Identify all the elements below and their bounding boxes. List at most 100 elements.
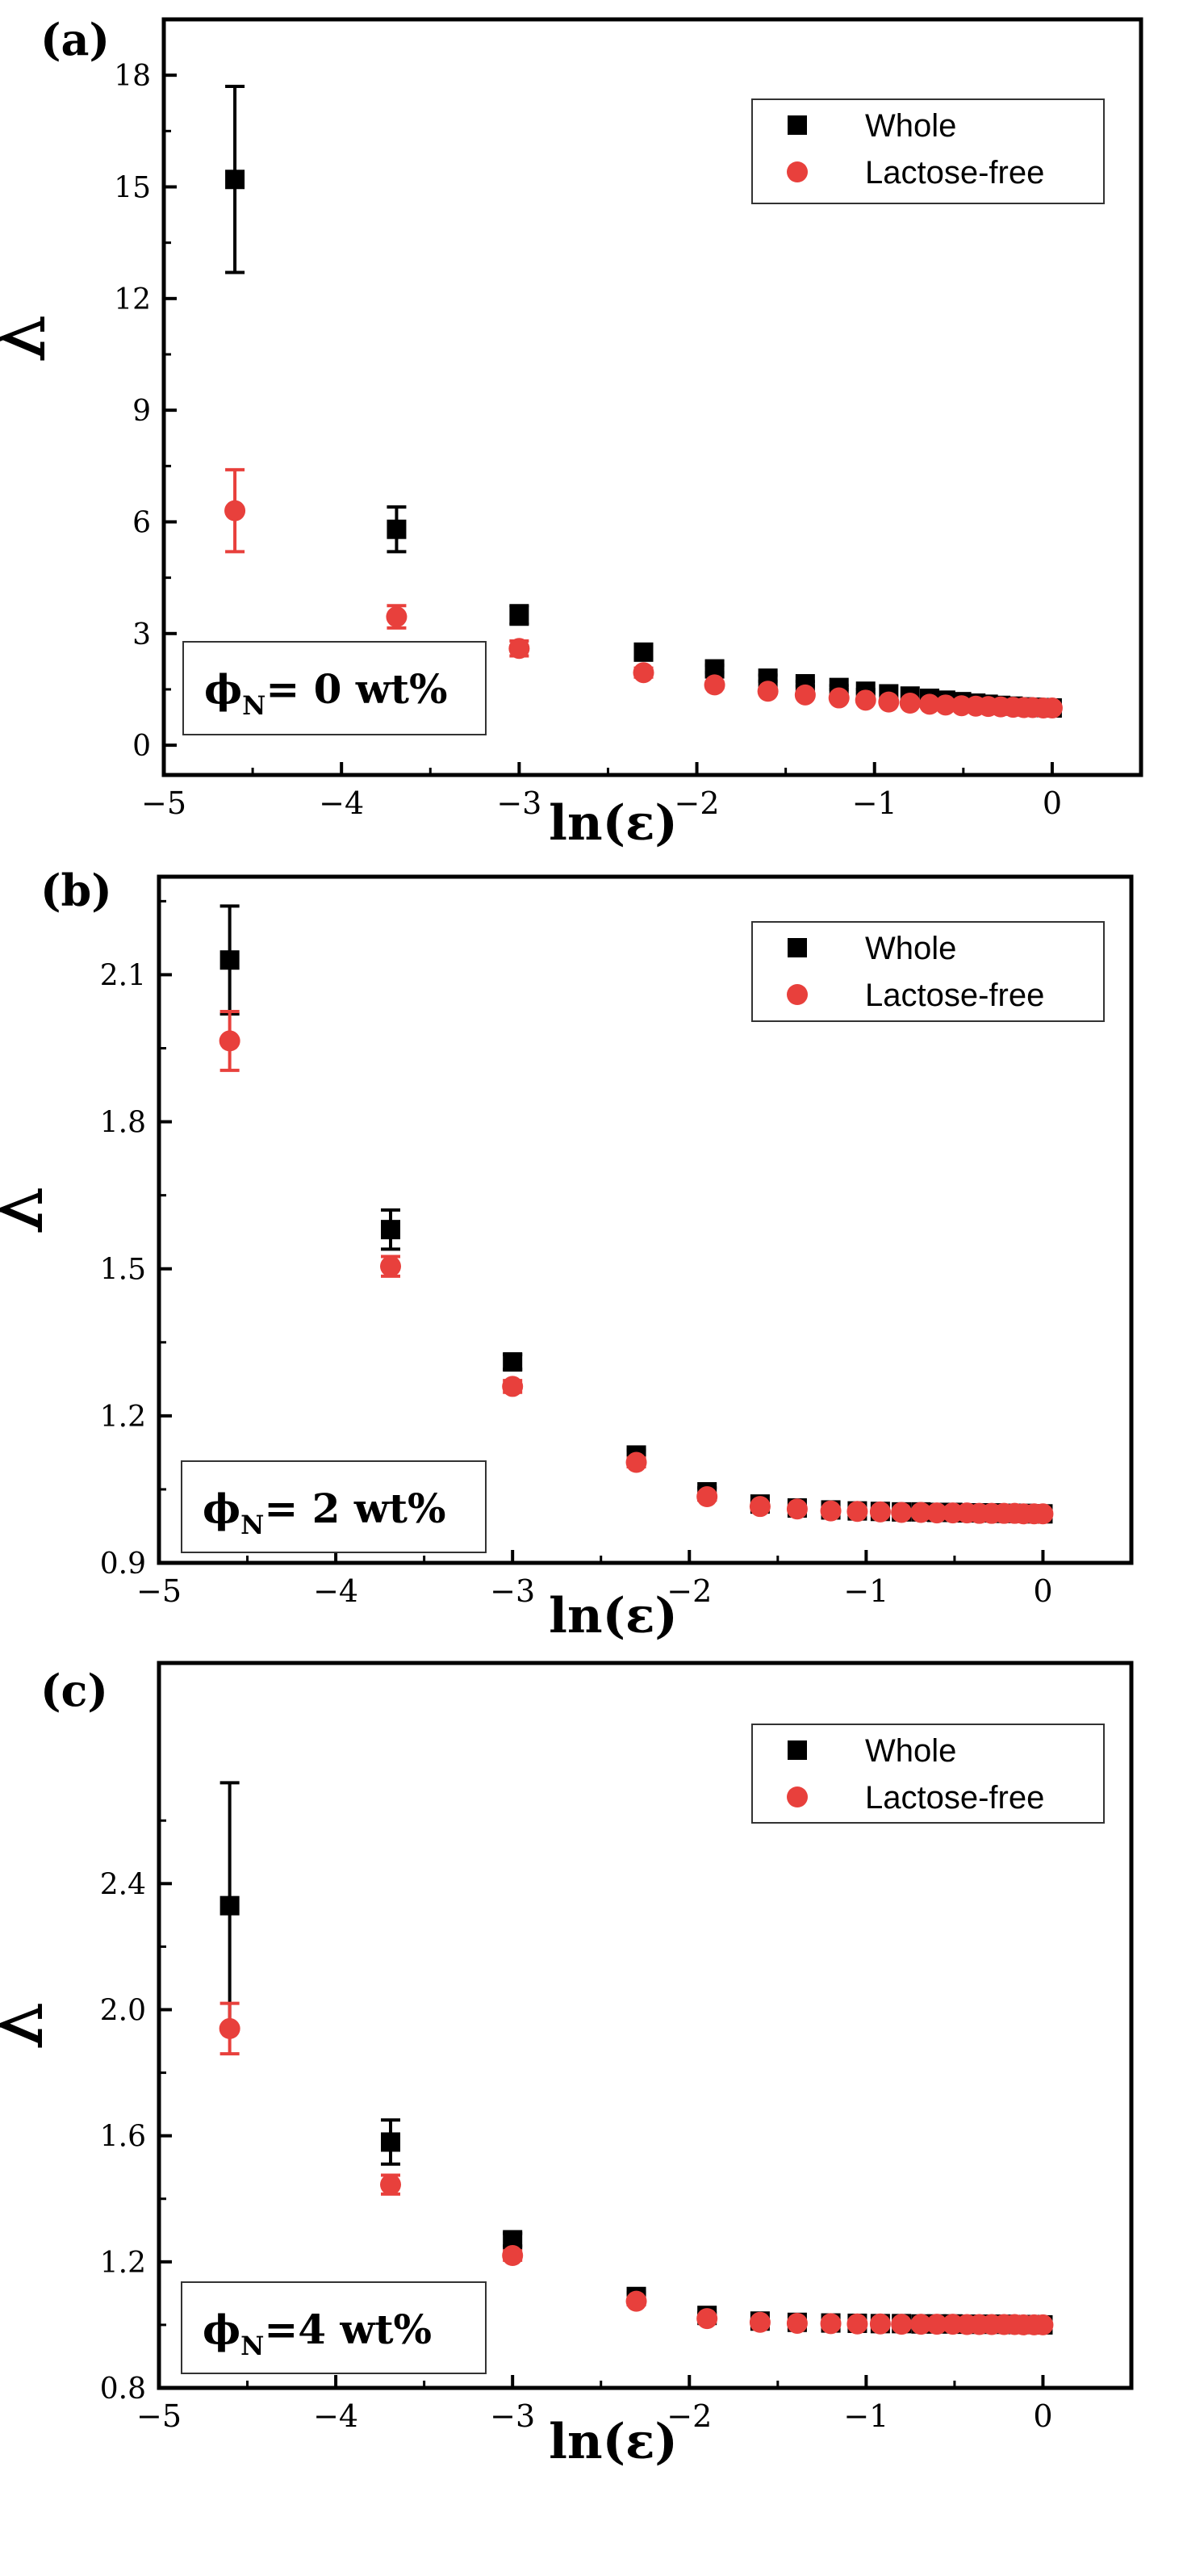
data-point (749, 1496, 771, 1518)
data-point (381, 2132, 401, 2152)
data-point (225, 170, 245, 190)
y-axis-label: λ (0, 1187, 61, 1236)
panel-label: (a) (40, 14, 110, 65)
y-axis-label: λ (0, 315, 63, 364)
data-point (926, 2314, 947, 2335)
data-point (633, 642, 654, 662)
panel-b: (b) −5 −4 −3 −2 −1 0 0.9 1.2 1.5 1.8 2.1 ln(ε) λ Whole… (0, 865, 1134, 1644)
data-point (508, 638, 530, 660)
legend-entry-label: Whole (865, 1733, 956, 1769)
legend-marker (787, 1786, 808, 1807)
x-axis-label: ln(ε) (549, 1588, 678, 1644)
x-tick-label: −2 (667, 2398, 712, 2434)
data-point (219, 950, 240, 970)
legend-box (751, 921, 1105, 1022)
annotation-text: ϕN= 2 wt% (203, 1485, 445, 1540)
x-tick-label: −4 (313, 1573, 358, 1609)
y-tick-label: 1.2 (100, 2247, 146, 2280)
x-tick-label: −1 (852, 785, 897, 821)
data-point (219, 1895, 240, 1916)
data-point (503, 1352, 523, 1372)
data-point (869, 2313, 891, 2335)
data-point (934, 694, 956, 716)
data-point (820, 2313, 842, 2335)
data-point (1032, 2314, 1054, 2335)
data-point (386, 606, 408, 628)
data-point (846, 1501, 868, 1523)
y-tick-label: 18 (114, 60, 151, 93)
data-point (1041, 697, 1063, 719)
x-tick-label: −4 (313, 2398, 358, 2434)
data-point (786, 2312, 808, 2334)
x-tick-label: 0 (1033, 2398, 1052, 2434)
data-point (1032, 1503, 1054, 1525)
x-tick-label: 0 (1033, 1573, 1052, 1609)
legend: Whole Lactose-free (751, 98, 1105, 204)
data-point (899, 693, 921, 714)
y-tick-label: 1.5 (100, 1254, 146, 1287)
series-lactose-free (219, 1009, 1054, 1525)
annotation-text: ϕN=4 wt% (203, 2306, 432, 2361)
data-point (846, 2313, 868, 2335)
legend-entry-label: Whole (865, 931, 956, 966)
data-point (757, 681, 779, 702)
y-tick-label: 0.9 (100, 1548, 146, 1581)
data-point (219, 1030, 240, 1052)
data-point (855, 689, 876, 711)
data-point (910, 1502, 932, 1523)
data-point (502, 2245, 524, 2267)
panel-c: (c) −5 −4 −3 −2 −1 0 0.8 1.2 1.6 2.0 2.4 ln(ε) λ Whole… (0, 1661, 1134, 2470)
data-point (219, 2017, 240, 2039)
data-point (380, 1255, 402, 1277)
legend-box (751, 1724, 1105, 1824)
y-tick-label: 0.8 (100, 2373, 146, 2406)
data-point (794, 684, 816, 706)
data-point (918, 693, 940, 715)
y-tick-label: 2.1 (100, 959, 146, 992)
y-tick-label: 15 (114, 171, 151, 204)
data-point (224, 500, 246, 521)
y-tick-label: 2.0 (100, 1994, 146, 2027)
data-point (633, 662, 654, 684)
plot-frame (157, 874, 1134, 1565)
x-tick-label: −3 (490, 2398, 535, 2434)
legend: Whole Lactose-free (751, 1724, 1105, 1824)
legend-entry-label: Lactose-free (865, 1780, 1044, 1816)
y-tick-label: 3 (132, 618, 151, 651)
y-tick-label: 1.2 (100, 1401, 146, 1434)
panel-label: (b) (40, 865, 112, 916)
annotation: ϕN= 2 wt% (181, 1460, 487, 1553)
x-tick-label: −1 (843, 1573, 888, 1609)
annotation-box (181, 2281, 487, 2374)
x-axis-label: ln(ε) (549, 2414, 678, 2470)
data-point (502, 1376, 524, 1397)
legend-entry-label: Whole (865, 108, 956, 144)
x-tick-label: −2 (675, 785, 720, 821)
y-axis-label: λ (0, 2002, 61, 2051)
data-point (749, 2311, 771, 2333)
y-tick-label: 0 (132, 730, 151, 763)
legend-marker (788, 115, 807, 135)
panel-label: (c) (40, 1665, 108, 1716)
data-point (387, 519, 407, 539)
data-point (820, 1500, 842, 1522)
plot-frame (161, 17, 1143, 777)
plot-frame (157, 1661, 1134, 2390)
y-tick-label: 12 (114, 283, 151, 316)
data-point (869, 1501, 891, 1523)
data-point (696, 2308, 718, 2330)
x-tick-label: −2 (667, 1573, 712, 1609)
data-point (381, 1220, 401, 1240)
x-tick-label: −5 (141, 785, 186, 821)
legend-marker (787, 161, 808, 182)
data-point (704, 674, 725, 696)
x-tick-label: −4 (319, 785, 364, 821)
data-point (891, 1502, 913, 1523)
legend-marker (788, 1740, 807, 1760)
data-point (625, 1451, 647, 1473)
data-point (380, 2174, 402, 2196)
annotation: ϕN= 0 wt% (182, 641, 487, 735)
data-point (891, 2314, 913, 2335)
x-tick-label: 0 (1043, 785, 1062, 821)
x-tick-label: −3 (490, 1573, 535, 1609)
